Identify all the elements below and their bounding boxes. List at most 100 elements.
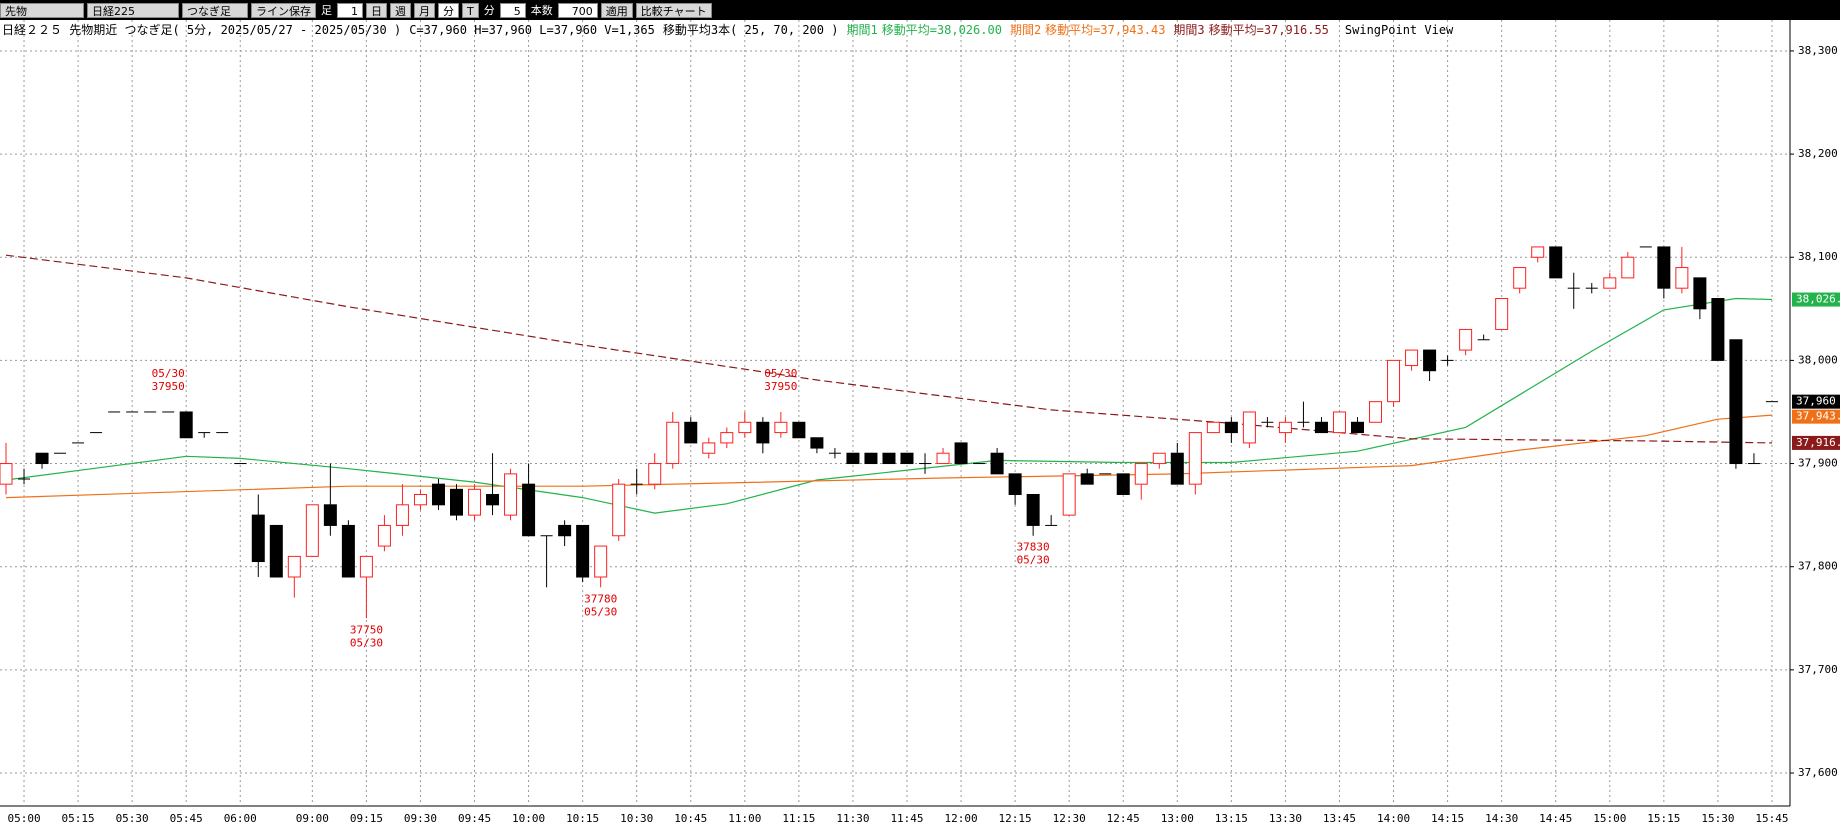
y-tick-label: 37,600 xyxy=(1798,766,1838,779)
mode-select[interactable]: つなぎ足 xyxy=(182,2,248,18)
candle-body xyxy=(900,452,914,465)
candle-body xyxy=(738,421,752,434)
minute-button[interactable]: 分 xyxy=(438,2,459,18)
candle-body xyxy=(612,483,626,537)
x-tick-label: 12:45 xyxy=(1107,812,1140,825)
candle-body xyxy=(648,463,662,485)
candle-body xyxy=(1495,298,1509,330)
candle-body xyxy=(1170,452,1184,485)
bars-input[interactable]: 700 xyxy=(557,2,598,18)
compare-button[interactable]: 比較チャート xyxy=(635,2,712,18)
interval-label: 分 xyxy=(483,4,495,17)
x-tick-label: 11:45 xyxy=(890,812,923,825)
view-name: SwingPoint View xyxy=(1344,23,1454,37)
y-tick-label: 38,300 xyxy=(1798,44,1838,57)
toolbar: 先物 日経225 つなぎ足 ライン保存 足 1 日 週 月 分 T 分 5 本数… xyxy=(0,0,1840,20)
x-tick-label: 06:00 xyxy=(224,812,257,825)
end-label: 38,026. xyxy=(1796,293,1840,306)
tick-button[interactable]: T xyxy=(462,2,479,18)
swing-label: 37750 xyxy=(350,623,383,636)
y-tick-label: 37,900 xyxy=(1798,457,1838,470)
candle-body xyxy=(1369,401,1383,423)
ashi-input[interactable]: 1 xyxy=(337,2,363,18)
swing-label: 05/30 xyxy=(350,636,383,649)
swing-label: 05/30 xyxy=(764,367,797,380)
candle-body xyxy=(1675,267,1689,289)
legend-name: 期間3 xyxy=(1173,23,1205,37)
candle-body xyxy=(1549,246,1563,279)
x-tick-label: 15:30 xyxy=(1701,812,1734,825)
legend-legend: 移動平均=38,026.00 xyxy=(881,23,1002,37)
instrument: 日経２２５ 先物期近 つなぎ足( 5分, 2025/05/27 - 2025/0… xyxy=(2,23,402,37)
end-label-box xyxy=(1792,394,1840,409)
swing-label: 37780 xyxy=(584,592,617,605)
moving-average xyxy=(5,297,1773,514)
end-label-box xyxy=(1792,292,1840,307)
symbol-select[interactable]: 日経225 xyxy=(87,2,179,18)
candle-body xyxy=(1278,421,1292,434)
candle-body xyxy=(1080,473,1094,485)
candle-body xyxy=(35,452,49,465)
x-tick-label: 11:30 xyxy=(836,812,869,825)
x-tick-label: 13:00 xyxy=(1161,812,1194,825)
market-select[interactable]: 先物 xyxy=(0,2,84,18)
save-button[interactable]: ライン保存 xyxy=(251,2,316,18)
candle-body xyxy=(702,442,716,454)
ohlcv: C=37,960 H=37,960 L=37,960 V=1,365 xyxy=(409,23,655,37)
x-tick-label: 10:00 xyxy=(512,812,545,825)
candle-body xyxy=(1351,421,1364,434)
candle-body xyxy=(1459,328,1473,351)
candle-body xyxy=(359,555,373,578)
x-tick-label: 09:00 xyxy=(296,812,329,825)
candle-body xyxy=(468,488,482,516)
day-button[interactable]: 日 xyxy=(366,2,387,18)
x-tick-label: 12:30 xyxy=(1053,812,1086,825)
candle-body xyxy=(810,437,824,449)
candle-body xyxy=(1224,421,1238,434)
x-tick-label: 05:45 xyxy=(170,812,203,825)
swing-label: 37950 xyxy=(764,380,797,393)
candle-body xyxy=(1314,421,1328,434)
end-label-box xyxy=(1792,435,1840,450)
candle-body xyxy=(1008,473,1022,495)
candle-body xyxy=(1711,298,1725,361)
candle-body xyxy=(1387,359,1401,403)
x-tick-label: 13:45 xyxy=(1323,812,1356,825)
x-tick-label: 10:15 xyxy=(566,812,599,825)
bars-label: 本数 xyxy=(530,4,553,17)
month-button[interactable]: 月 xyxy=(414,2,435,18)
candle-body xyxy=(846,452,860,465)
x-tick-label: 15:00 xyxy=(1593,812,1626,825)
week-button[interactable]: 週 xyxy=(390,2,411,18)
candle-body xyxy=(1116,473,1130,495)
candle-body xyxy=(1405,349,1419,367)
candle-body xyxy=(1152,452,1166,465)
candle-body xyxy=(486,493,500,506)
candle-body xyxy=(684,421,698,444)
interval-input[interactable]: 5 xyxy=(499,2,526,18)
candle-body xyxy=(504,473,518,516)
candle-body xyxy=(1206,421,1220,434)
x-tick-label: 05:30 xyxy=(116,812,149,825)
x-tick-label: 15:15 xyxy=(1647,812,1680,825)
candle-body xyxy=(179,411,193,439)
candle-body xyxy=(1188,432,1202,485)
x-tick-label: 13:30 xyxy=(1269,812,1302,825)
x-tick-label: 05:15 xyxy=(62,812,95,825)
candle-body xyxy=(251,514,265,563)
candle-body xyxy=(395,504,409,526)
candle-body xyxy=(431,483,445,506)
candle-body xyxy=(954,442,968,465)
candle-body xyxy=(864,452,878,465)
x-tick-label: 14:30 xyxy=(1485,812,1518,825)
x-tick-label: 15:45 xyxy=(1755,812,1788,825)
header: 日経２２５ 先物期近 つなぎ足( 5分, 2025/05/27 - 2025/0… xyxy=(2,21,1461,38)
y-tick-label: 38,200 xyxy=(1798,147,1838,160)
apply-button[interactable]: 適用 xyxy=(600,2,633,18)
candle-body xyxy=(1026,493,1040,526)
x-tick-label: 14:45 xyxy=(1539,812,1572,825)
x-tick-label: 09:45 xyxy=(458,812,491,825)
candle-body xyxy=(1332,411,1346,434)
